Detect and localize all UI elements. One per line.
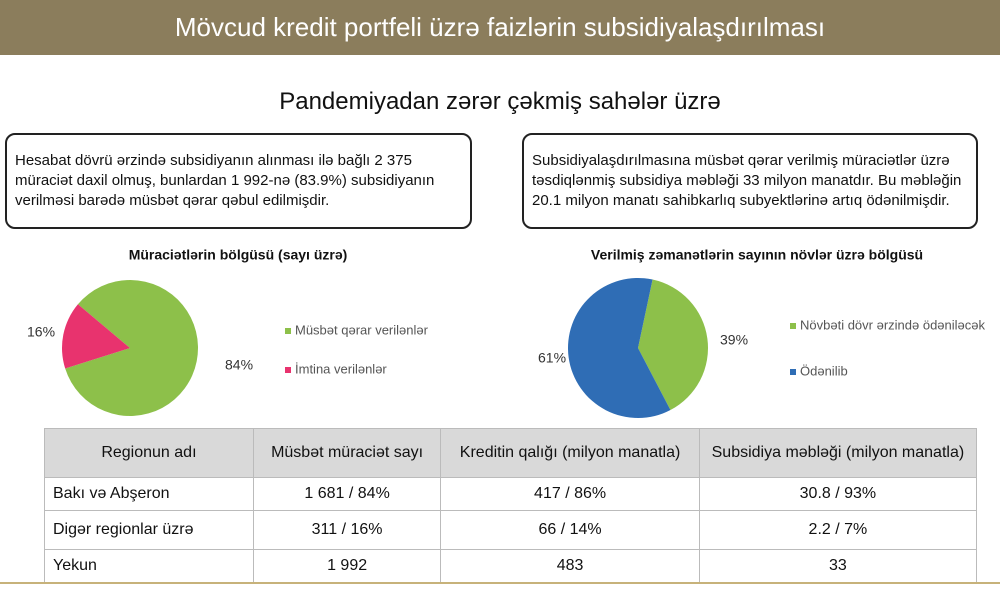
info-box: Subsidiyalaşdırılmasına müsbət qərar ver… (522, 133, 978, 229)
table-cell: Yekun (44, 549, 254, 583)
legend-swatch (790, 323, 796, 329)
table-cell: 1 992 (252, 549, 442, 583)
table-cell: 33 (698, 549, 978, 583)
table-cell: 483 (440, 549, 700, 583)
value-label: 84% (225, 357, 253, 373)
table-cell: 1 681 / 84% (252, 477, 442, 511)
table-row: Regionun adı Müsbət müraciət sayı Kreditin… (44, 428, 978, 478)
legend-label: Növbəti dövr ərzində ödəniləcək (800, 317, 985, 332)
table-row: Yekun 1 992 483 33 (44, 549, 978, 583)
legend-swatch (790, 369, 796, 375)
chart-title: Verilmiş zəmanətlərin sayının növlər üzr… (591, 247, 923, 263)
table-row: Bakı və Abşeron 1 681 / 84% 417 / 86% 30.8 … (44, 477, 978, 511)
legend-swatch (285, 367, 291, 373)
pie-slice (568, 278, 671, 418)
table-cell: Müsbət müraciət sayı (252, 428, 442, 478)
table-cell: Kreditin qalığı (milyon manatla) (440, 428, 700, 478)
legend-label: İmtina verilənlər (295, 361, 387, 376)
subtitle: Pandemiyadan zərər çəkmiş sahələr üzrə (279, 88, 721, 115)
table-cell: 417 / 86% (440, 477, 700, 511)
value-label: 16% (27, 324, 55, 340)
table-cell: Bakı və Abşeron (44, 477, 254, 511)
legend-label: Ödənilib (800, 363, 848, 378)
table-cell: 30.8 / 93% (698, 477, 978, 511)
bottom-line (0, 582, 1000, 584)
title-bar: Mövcud kredit portfeli üzrə faizlərin su… (0, 0, 1000, 55)
legend-swatch (285, 328, 291, 334)
table-cell: 2.2 / 7% (698, 510, 978, 550)
table-cell: Digər regionlar üzrə (44, 510, 254, 550)
table-cell: 311 / 16% (252, 510, 442, 550)
value-label: 61% (538, 350, 566, 366)
value-label: 39% (720, 332, 748, 348)
pie-slice (638, 279, 708, 411)
pie-slice (65, 280, 198, 416)
pie-slice (61, 304, 130, 369)
table-cell: 66 / 14% (440, 510, 700, 550)
legend-label: Müsbət qərar verilənlər (295, 322, 429, 337)
table-cell: Regionun adı (44, 428, 254, 478)
chart-title: Müraciətlərin bölgüsü (sayı üzrə) (129, 247, 348, 263)
table-row: Digər regionlar üzrə 311 / 16% 66 / 14% 2.2… (44, 510, 978, 550)
info-box: Hesabat dövrü ərzində subsidiyanın alınm… (5, 133, 472, 229)
table-cell: Subsidiya məbləği (milyon manatla) (698, 428, 978, 478)
region-table: Regionun adı Müsbət müraciət sayı Kreditin… (44, 428, 978, 583)
